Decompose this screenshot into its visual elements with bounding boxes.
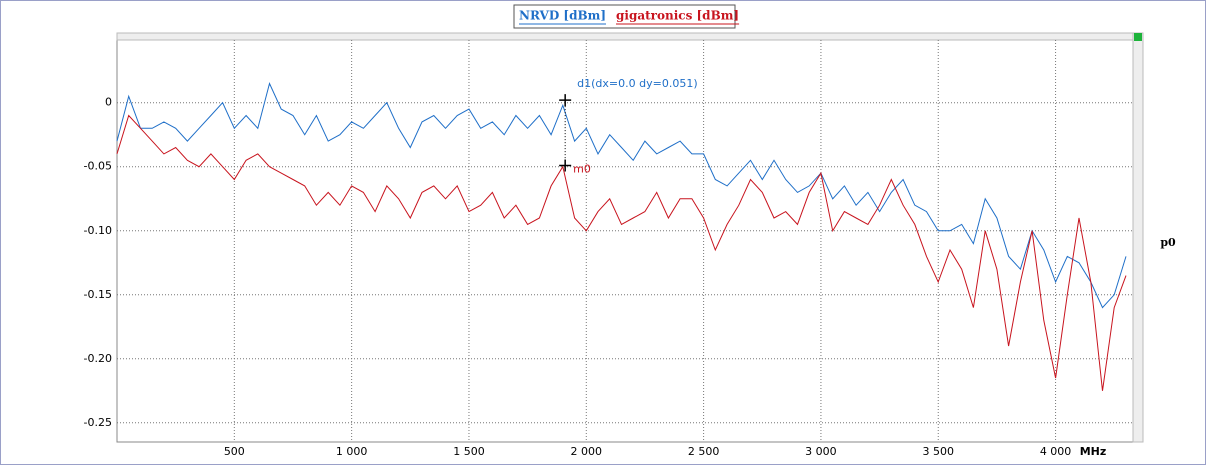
y-tick-label: -0.10 [84,224,112,237]
x-tick-label: 1 000 [336,445,368,458]
x-tick-label: 3 500 [922,445,954,458]
legend-entry: gigatronics [dBm] [616,9,739,23]
x-tick-label: 3 000 [805,445,837,458]
marker-cross [559,159,572,172]
x-tick-label: 4 000 [1040,445,1072,458]
series-line [116,114,1127,391]
top-scrollbar[interactable] [116,32,1134,41]
x-tick-label: 2 500 [688,445,720,458]
y-tick-label: -0.20 [84,352,112,365]
plot-area [116,39,1134,443]
y-tick-label: -0.25 [84,416,112,429]
right-label: p0 [1160,236,1176,249]
legend-box [513,4,736,29]
y-tick-label: 0 [105,96,112,109]
annotation: d1(dx=0.0 dy=0.051) [577,77,697,90]
series-line [116,82,1127,309]
right-scrollbar[interactable] [1132,32,1144,443]
marker-cross [559,94,572,107]
legend-entry: NRVD [dBm] [519,9,606,23]
x-unit: MHz [1080,445,1107,458]
x-tick-label: 2 000 [571,445,603,458]
scroll-handle[interactable] [1134,33,1142,41]
y-tick-label: -0.05 [84,160,112,173]
x-tick-label: 500 [224,445,245,458]
x-tick-label: 1 500 [453,445,485,458]
annotation: m0 [573,162,591,175]
y-tick-label: -0.15 [84,288,112,301]
